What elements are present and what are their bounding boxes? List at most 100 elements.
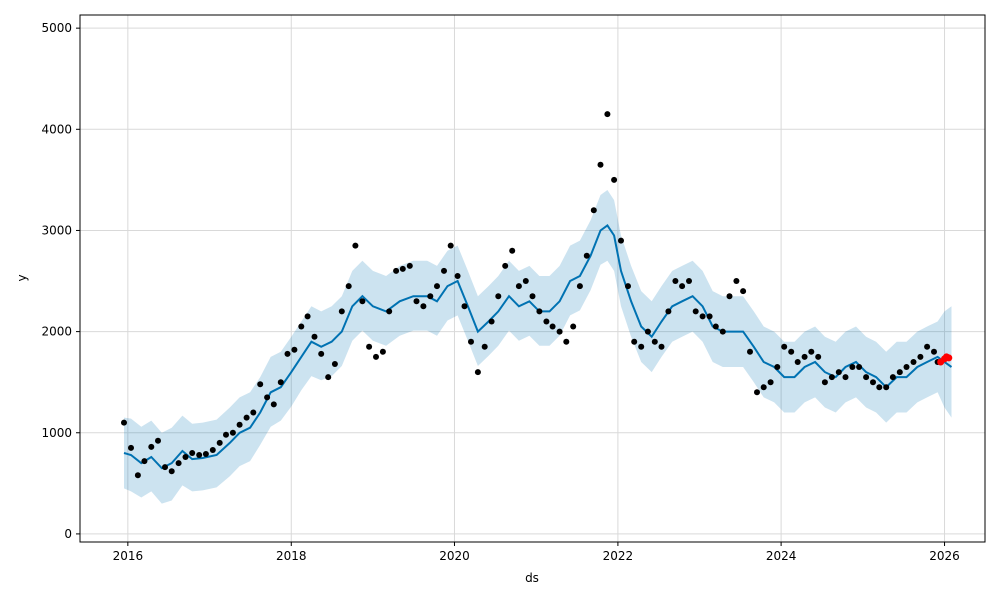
observed-point <box>529 293 536 300</box>
x-tick-label: 2026 <box>929 549 960 563</box>
observed-point <box>216 439 223 446</box>
forecast-line <box>123 223 953 470</box>
y-tick-label: 0 <box>64 527 72 541</box>
observed-point <box>515 283 522 290</box>
observed-point <box>917 353 924 360</box>
observed-point <box>488 318 495 325</box>
observed-point <box>719 328 726 335</box>
observed-point <box>379 348 386 355</box>
observed-point <box>298 323 305 330</box>
x-tick-label: 2016 <box>113 549 144 563</box>
observed-point <box>406 262 413 269</box>
y-tick-label: 5000 <box>41 21 72 35</box>
observed-point <box>182 454 189 460</box>
observed-point <box>712 323 719 330</box>
observed-point <box>223 431 229 438</box>
observed-point <box>726 293 733 300</box>
observed-point <box>420 303 427 310</box>
observed-point <box>413 298 420 305</box>
observed-point <box>189 450 196 456</box>
grid-lines <box>80 15 985 542</box>
observed-point <box>794 359 801 365</box>
observed-point <box>386 308 393 315</box>
observed-point <box>870 379 876 386</box>
uncertainty-band <box>124 190 952 504</box>
y-axis-ticks: 0 1000 2000 3000 4000 5000 <box>41 21 80 541</box>
observed-point <box>604 111 611 118</box>
observed-point <box>692 308 699 315</box>
observed-point <box>563 338 570 345</box>
observed-point <box>556 328 563 335</box>
observed-point <box>352 242 359 249</box>
observed-point <box>474 369 481 376</box>
observed-point <box>618 237 624 244</box>
observed-point <box>250 409 257 416</box>
observed-point <box>121 419 127 426</box>
observed-point <box>447 242 454 249</box>
observed-point <box>141 458 148 465</box>
observed-point <box>536 308 543 315</box>
observed-point <box>910 359 917 365</box>
observed-point <box>590 207 597 214</box>
observed-point <box>468 338 474 345</box>
observed-point <box>359 298 366 305</box>
observed-point <box>264 394 271 401</box>
observed-point <box>835 369 842 376</box>
observed-point <box>903 364 910 370</box>
observed-point <box>373 353 379 360</box>
observed-point <box>849 364 856 370</box>
observed-point <box>209 447 216 453</box>
observed-point <box>162 464 168 471</box>
y-tick-label: 1000 <box>41 426 72 440</box>
observed-point <box>549 323 556 330</box>
x-tick-label: 2020 <box>439 549 470 563</box>
observed-point <box>243 414 250 421</box>
observed-point <box>788 348 795 355</box>
x-tick-label: 2022 <box>603 549 634 563</box>
observed-point <box>842 374 849 381</box>
observed-point <box>196 452 203 458</box>
y-tick-label: 3000 <box>41 223 72 237</box>
observed-point <box>543 318 550 325</box>
observed-point <box>134 472 141 479</box>
observed-point <box>583 252 590 259</box>
observed-point <box>767 379 774 386</box>
x-axis-title: ds <box>525 571 539 585</box>
observed-point <box>754 389 760 396</box>
observed-point <box>461 303 468 310</box>
observed-point <box>883 384 890 391</box>
observed-point <box>393 267 400 274</box>
observed-point <box>808 348 815 355</box>
observed-point <box>284 350 291 357</box>
observed-point <box>427 293 434 300</box>
observed-point <box>257 381 264 388</box>
observed-point <box>495 293 502 300</box>
observed-point <box>291 346 298 353</box>
observed-point <box>625 283 631 290</box>
recent-point <box>945 354 953 362</box>
observed-point <box>277 379 284 386</box>
observed-point <box>733 278 740 284</box>
observed-point <box>611 176 618 183</box>
observed-point <box>740 288 747 295</box>
observed-point <box>509 247 516 254</box>
observed-point <box>399 265 406 272</box>
observed-point <box>345 283 352 290</box>
observed-point <box>631 338 638 345</box>
observed-point <box>311 333 318 340</box>
observed-point <box>441 267 447 274</box>
observed-point <box>168 468 175 475</box>
observed-point <box>128 444 134 451</box>
observed-point <box>597 161 604 168</box>
observed-point <box>644 328 651 335</box>
observed-point <box>236 421 243 428</box>
y-tick-label: 4000 <box>41 122 72 136</box>
observed-point <box>665 308 672 315</box>
observed-point <box>931 348 937 355</box>
observed-point <box>229 429 236 436</box>
y-axis-title: y <box>15 274 29 281</box>
observed-point <box>760 384 767 391</box>
observed-point <box>863 374 870 381</box>
observed-point <box>686 278 692 284</box>
